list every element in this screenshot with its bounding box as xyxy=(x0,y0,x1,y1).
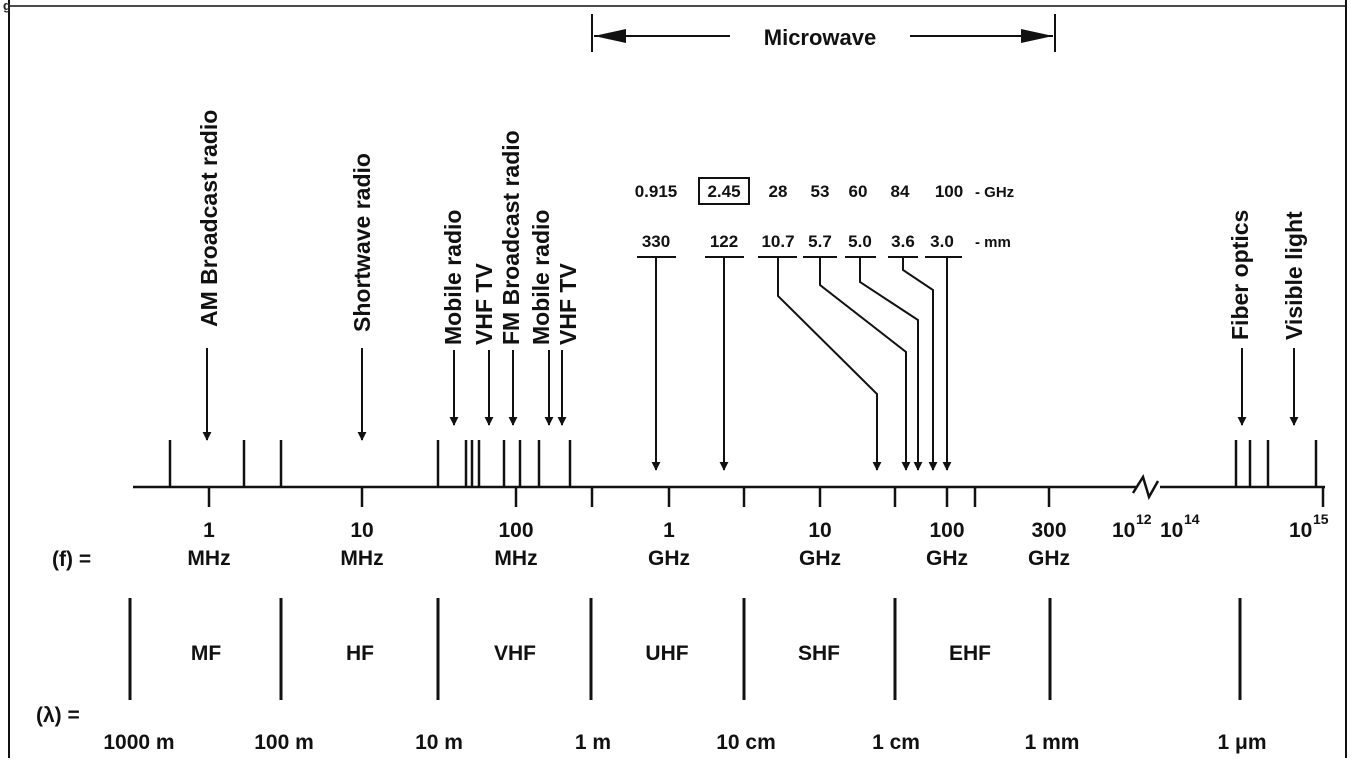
power-exp: 14 xyxy=(1184,511,1200,527)
ism-wl-2: 10.7 xyxy=(761,232,794,251)
freq-tick-value: 100 xyxy=(929,519,964,542)
power-base: 10 xyxy=(1160,519,1183,542)
app-label-visible-light: Visible light xyxy=(1281,211,1307,340)
freq-tick-unit: GHz xyxy=(648,547,690,570)
band-hf: HF xyxy=(346,642,374,665)
ism-arrow-84 xyxy=(902,258,938,471)
freq-tick-unit: MHz xyxy=(494,547,537,570)
ism-freq-0: 0.915 xyxy=(635,182,678,201)
freq-tick-unit: MHz xyxy=(340,547,383,570)
microwave-right-arrowhead xyxy=(1021,29,1053,43)
wavelength-value: 1 cm xyxy=(872,731,920,754)
band-separators xyxy=(128,598,1242,700)
axis-ticks xyxy=(207,487,1325,507)
ism-freq-2: 28 xyxy=(769,182,788,201)
power-labels: 10 12 10 14 10 15 xyxy=(1112,511,1329,542)
band-shf: SHF xyxy=(798,642,840,665)
wavelength-value: 1 m xyxy=(575,731,611,754)
ism-frequency-row: 0.915 2.45 28 53 60 84 100 - GHz xyxy=(635,177,1014,205)
ism-freq-unit: - GHz xyxy=(975,184,1014,201)
ism-freq-6: 100 xyxy=(935,182,963,201)
ism-wl-3: 5.7 xyxy=(808,232,832,251)
ism-wl-unit: - mm xyxy=(975,234,1011,251)
power-exp: 15 xyxy=(1313,511,1329,527)
band-mf: MF xyxy=(191,642,221,665)
ism-wl-1: 122 xyxy=(710,232,738,251)
power-exp: 12 xyxy=(1136,511,1152,527)
app-label-vhf-tv-2: VHF TV xyxy=(555,263,581,345)
freq-tick-value: 1 xyxy=(203,519,215,542)
freq-tick-unit: MHz xyxy=(187,547,230,570)
freq-tick-value: 1 xyxy=(663,519,675,542)
ism-wl-6: 3.0 xyxy=(930,232,954,251)
band-labels: MF HF VHF UHF SHF EHF xyxy=(191,642,991,665)
ism-wl-5: 3.6 xyxy=(891,232,915,251)
freq-tick-value: 100 xyxy=(498,519,533,542)
freq-tick-unit: GHz xyxy=(926,547,968,570)
wavelength-value: 10 cm xyxy=(716,731,776,754)
wavelength-value: 10 m xyxy=(415,731,463,754)
power-base: 10 xyxy=(1289,519,1312,542)
power-base: 10 xyxy=(1112,519,1135,542)
band-ehf: EHF xyxy=(949,642,991,665)
ism-freq-5: 84 xyxy=(891,182,910,201)
app-label-vhf-tv-1: VHF TV xyxy=(471,263,497,345)
axis-break-mark xyxy=(1131,473,1160,501)
ism-freq-1: 2.45 xyxy=(707,182,740,201)
application-arrows xyxy=(202,348,1299,441)
frequency-axis-label: (f) = xyxy=(52,548,91,571)
frequency-axis-line xyxy=(133,473,1325,501)
wavelength-value: 1 mm xyxy=(1025,731,1080,754)
application-labels: AM Broadcast radio Shortwave radio Mobil… xyxy=(196,110,1307,345)
wavelength-value: 1 μm xyxy=(1217,731,1266,754)
app-label-shortwave: Shortwave radio xyxy=(349,153,375,332)
highlight-box xyxy=(698,177,750,205)
wavelength-values: 1000 m 100 m 10 m 1 m 10 cm 1 cm 1 mm 1 … xyxy=(103,731,1266,754)
figure-label: g xyxy=(3,0,11,13)
ism-wl-0: 330 xyxy=(642,232,670,251)
freq-tick-value: 10 xyxy=(350,519,373,542)
freq-tick-unit: GHz xyxy=(799,547,841,570)
ism-arrow-60 xyxy=(859,258,923,471)
band-vhf: VHF xyxy=(494,642,536,665)
ism-wavelength-row: 330 122 10.7 5.7 5.0 3.6 3.0 - mm xyxy=(642,232,1011,251)
wavelength-axis-label: (λ) = xyxy=(36,704,80,727)
frequency-tick-labels: 1 MHz 10 MHz 100 MHz 1 GHz 10 GHz 100 GH… xyxy=(187,519,1070,570)
wavelength-value: 100 m xyxy=(254,731,314,754)
ism-arrow-28 xyxy=(777,258,882,471)
ism-freq-3: 53 xyxy=(811,182,830,201)
microwave-label: Microwave xyxy=(764,25,877,50)
ism-arrows xyxy=(651,258,952,471)
app-label-fiber-optics: Fiber optics xyxy=(1227,210,1253,340)
wavelength-value: 1000 m xyxy=(103,731,174,754)
ism-arrow-53 xyxy=(819,258,911,471)
tall-ticks xyxy=(168,440,1318,487)
band-uhf: UHF xyxy=(645,642,688,665)
ism-wl-4: 5.0 xyxy=(848,232,872,251)
freq-tick-value: 300 xyxy=(1031,519,1066,542)
freq-tick-unit: GHz xyxy=(1028,547,1070,570)
ism-freq-4: 60 xyxy=(849,182,868,201)
app-label-mobile-radio-2: Mobile radio xyxy=(528,210,554,345)
app-label-am-broadcast: AM Broadcast radio xyxy=(196,110,222,327)
app-label-fm-broadcast: FM Broadcast radio xyxy=(498,130,524,345)
app-label-mobile-radio-1: Mobile radio xyxy=(440,210,466,345)
microwave-span: Microwave xyxy=(591,14,1056,52)
freq-tick-value: 10 xyxy=(808,519,831,542)
microwave-left-arrowhead xyxy=(594,29,626,43)
